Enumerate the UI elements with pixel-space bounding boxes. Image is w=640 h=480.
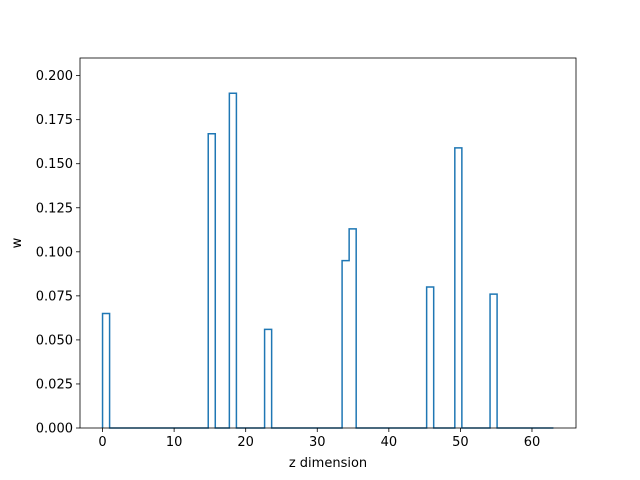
y-tick-label: 0.025 <box>36 377 73 392</box>
y-tick-label: 0.150 <box>36 157 73 172</box>
y-tick-label: 0.075 <box>36 289 73 304</box>
plot-area <box>80 58 576 428</box>
y-axis-label: w <box>10 237 25 248</box>
y-tick-label: 0.175 <box>36 113 73 128</box>
x-tick-label: 40 <box>381 435 398 450</box>
x-tick-label: 30 <box>309 435 326 450</box>
y-tick-label: 0.050 <box>36 333 73 348</box>
y-axis-ticks: 0.000 0.025 0.050 0.075 0.100 0.125 0.150 0.175… <box>36 69 80 437</box>
x-axis-label: z dimension <box>289 456 367 471</box>
axes-frame <box>79 57 577 429</box>
x-tick-label: 0 <box>98 435 106 450</box>
x-tick-label: 10 <box>166 435 183 450</box>
y-tick-label: 0.125 <box>36 201 73 216</box>
x-tick-label: 60 <box>524 435 541 450</box>
y-tick-label: 0.200 <box>36 69 73 84</box>
axes-spines <box>79 57 577 429</box>
x-tick-label: 50 <box>452 435 469 450</box>
y-tick-label: 0.000 <box>36 422 73 437</box>
x-axis-ticks: 0 10 20 30 40 50 60 <box>98 428 540 450</box>
x-tick-label: 20 <box>237 435 254 450</box>
y-tick-label: 0.100 <box>36 245 73 260</box>
